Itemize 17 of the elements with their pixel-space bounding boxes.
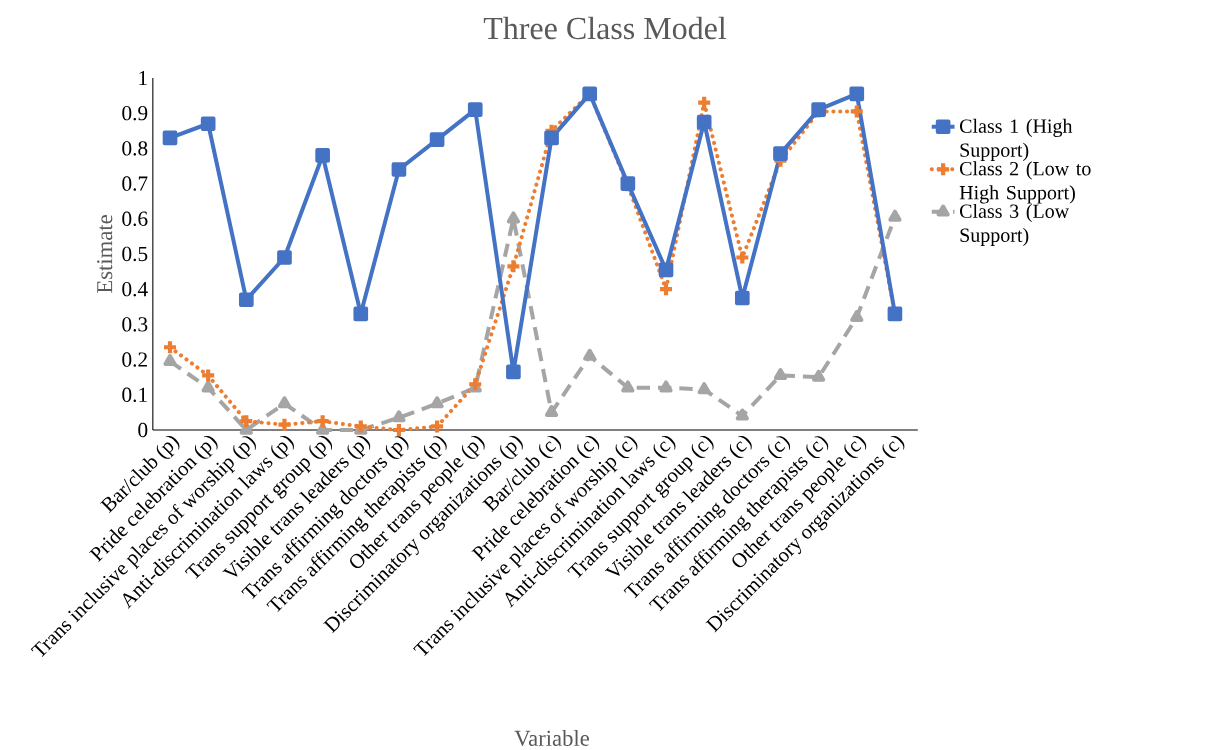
legend-label: Class 2 (Low to High Support) (959, 161, 1091, 204)
y-tick-label: 0.1 (122, 387, 147, 403)
y-tick-label: 0.5 (122, 246, 148, 262)
y-tick-label: 0.7 (122, 176, 148, 191)
legend-label: Class 3 (Low Support) (959, 203, 1070, 247)
y-tick-label: 0.9 (122, 105, 148, 121)
y-tick-label: 0.6 (122, 211, 148, 227)
y-tick-label: 0.2 (122, 352, 147, 367)
y-tick-label: 1 (139, 70, 147, 86)
legend-label: Class 1 (High Support) (959, 118, 1073, 161)
x-axis-title: Variable (514, 729, 590, 747)
y-tick-label: 0.3 (122, 317, 148, 332)
y-tick-label: 0.4 (122, 281, 148, 297)
y-axis-title: Estimate (97, 215, 113, 293)
y-tick-label: 0.8 (122, 141, 148, 156)
y-tick-label: 0 (138, 422, 148, 438)
chart-title: Three Class Model (483, 16, 727, 40)
